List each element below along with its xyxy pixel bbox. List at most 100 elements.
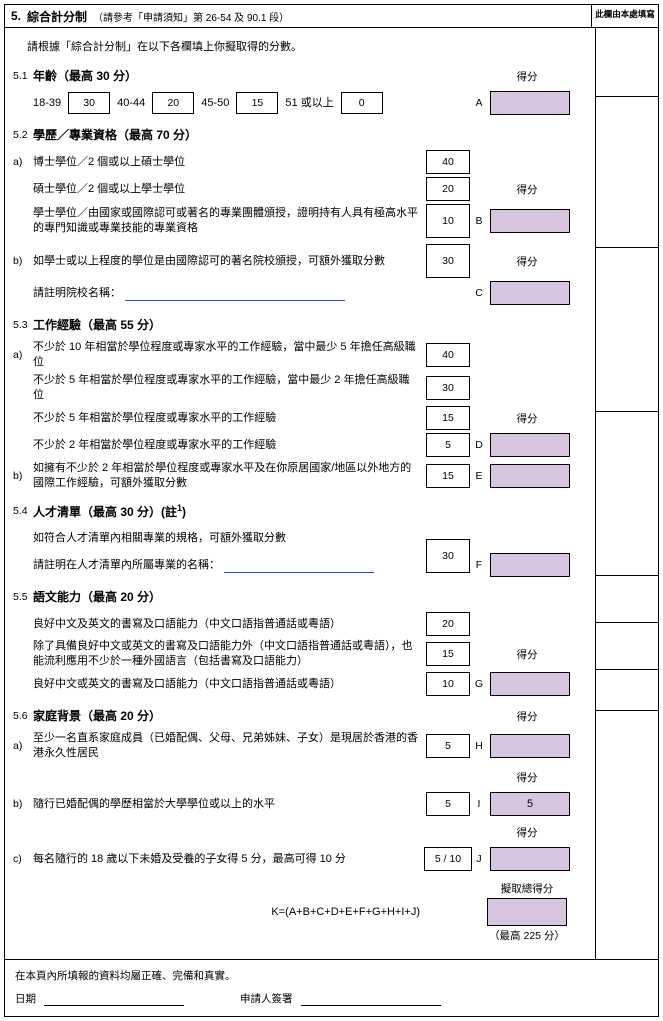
signature-label: 申請人簽署 <box>240 991 293 1006</box>
criteria-text: 良好中文或英文的書寫及口語能力（中文口語指普通話或粵語） <box>33 677 424 692</box>
subsection-num: 5.1 <box>13 70 33 82</box>
institution-label: 請註明院校名稱： <box>33 286 121 301</box>
subsection-num: 5.5 <box>13 591 33 603</box>
criteria-text: 至少一名直系家庭成員（已婚配偶、父母、兄弟姊妹、子女）是現居於香港的香港永久性居… <box>33 731 424 761</box>
points-box: 15 <box>426 464 470 488</box>
score-header: 得分 <box>517 647 538 662</box>
points-box: 20 <box>426 612 470 636</box>
score-input-g[interactable] <box>490 672 570 696</box>
points-box: 15 <box>426 642 470 666</box>
points-box: 40 <box>426 343 470 367</box>
score-letter: B <box>472 215 486 227</box>
points-box: 30 <box>426 376 470 400</box>
sub-letter: a) <box>13 740 33 752</box>
criteria-text: 博士學位／2 個或以上碩士學位 <box>33 155 424 170</box>
criteria-text: 不少於 5 年相當於學位程度或專家水平的工作經驗，當中最少 2 年擔任高級職位 <box>33 373 424 403</box>
points-box: 15 <box>426 406 470 430</box>
sub-letter: a) <box>13 156 33 168</box>
age-range-label: 18-39 <box>33 96 61 111</box>
criteria-text: 不少於 2 年相當於學位程度或專家水平的工作經驗 <box>33 438 424 453</box>
sub-letter: b) <box>13 255 33 267</box>
criteria-text: 不少於 10 年相當於學位程度或專家水平的工作經驗，當中最少 5 年擔任高級職位 <box>33 340 424 370</box>
date-label: 日期 <box>15 991 36 1006</box>
score-header: 得分 <box>517 825 538 840</box>
subsection-title: 工作經驗（最高 55 分） <box>33 318 161 332</box>
subsection-title: 語文能力（最高 20 分） <box>33 590 161 604</box>
date-input[interactable] <box>44 991 184 1006</box>
points-box: 5 <box>426 734 470 758</box>
score-letter: J <box>472 853 486 865</box>
sub-letter: b) <box>13 798 33 810</box>
score-header: 得分 <box>517 254 538 269</box>
subsection-num: 5.6 <box>13 710 33 722</box>
age-range-label: 45-50 <box>201 96 229 111</box>
subsection-num: 5.2 <box>13 129 33 141</box>
subsection-num: 5.4 <box>13 505 33 517</box>
score-input-d[interactable] <box>490 433 570 457</box>
max-score-note: （最高 225 分） <box>489 928 565 943</box>
score-header: 得分 <box>517 709 538 724</box>
points-box: 10 <box>426 672 470 696</box>
score-letter: C <box>472 287 486 299</box>
criteria-text: 不少於 5 年相當於學位程度或專家水平的工作經驗 <box>33 411 424 426</box>
score-input-j[interactable] <box>490 847 570 871</box>
score-letter: E <box>472 470 486 482</box>
talent-list-input[interactable] <box>224 558 374 573</box>
points-box: 5 <box>426 433 470 457</box>
points-box: 20 <box>426 177 470 201</box>
score-input-h[interactable] <box>490 734 570 758</box>
criteria-text: 隨行已婚配偶的學歷相當於大學學位或以上的水平 <box>33 797 424 812</box>
subsection-title: 學歷／專業資格（最高 70 分） <box>33 128 197 142</box>
criteria-text: 學士學位／由國家或國際認可或著名的專業團體頒授，證明持有人具有極高水平的專門知識… <box>33 206 424 236</box>
score-letter: F <box>472 559 486 571</box>
sub-letter: b) <box>13 470 33 482</box>
points-box: 10 <box>426 204 470 238</box>
score-letter: G <box>472 678 486 690</box>
score-input-c[interactable] <box>490 281 570 305</box>
score-input-total[interactable] <box>487 898 567 926</box>
total-label: 擬取總得分 <box>501 881 554 896</box>
criteria-text: 每名隨行的 18 歲以下未婚及受養的子女得 5 分，最高可得 10 分 <box>33 852 424 867</box>
score-header: 得分 <box>517 69 538 84</box>
age-range-label: 51 或以上 <box>285 96 333 111</box>
sub-letter: c) <box>13 853 33 865</box>
score-input-e[interactable] <box>490 464 570 488</box>
criteria-text: 如學士或以上程度的學位是由國際認可的著名院校頒授，可額外獲取分數 <box>33 254 424 269</box>
criteria-text: 如擁有不少於 2 年相當於學位程度或專家水平及在你原居國家/地區以外地方的國際工… <box>33 461 424 491</box>
score-letter: D <box>472 439 486 451</box>
total-formula: K=(A+B+C+D+E+F+G+H+I+J) <box>271 906 420 918</box>
points-box: 5 / 10 <box>424 847 472 871</box>
criteria-text: 如符合人才清單內相關專業的規格，可額外獲取分數 <box>33 531 424 546</box>
score-letter: I <box>472 798 486 810</box>
criteria-text: 碩士學位／2 個或以上學士學位 <box>33 182 424 197</box>
age-points-box: 15 <box>236 92 278 114</box>
score-header: 得分 <box>517 182 538 197</box>
age-points-box: 20 <box>152 92 194 114</box>
section-note: （請參考「申請須知」第 26-54 及 90.1 段） <box>93 9 289 24</box>
subsection-title: 年齡（最高 30 分） <box>33 69 137 83</box>
age-range-label: 40-44 <box>117 96 145 111</box>
age-points-box: 0 <box>341 92 383 114</box>
points-box: 30 <box>426 539 470 573</box>
declaration-text: 在本頁內所填報的資料均屬正確、完備和真實。 <box>15 968 648 983</box>
instruction-text: 請根據「綜合計分制」在以下各欄填上你擬取得的分數。 <box>27 38 582 54</box>
score-input-i[interactable]: 5 <box>490 792 570 816</box>
score-letter: H <box>472 740 486 752</box>
points-box: 40 <box>426 150 470 174</box>
institution-input[interactable] <box>125 286 345 301</box>
score-header: 得分 <box>517 770 538 785</box>
office-use-column <box>595 28 658 959</box>
talent-list-label: 請註明在人才清單內所屬專業的名稱： <box>33 558 220 573</box>
signature-input[interactable] <box>301 991 441 1006</box>
score-input-b[interactable] <box>490 209 570 233</box>
section-title: 綜合計分制 <box>27 8 87 25</box>
score-letter: A <box>472 97 486 109</box>
score-input-a[interactable] <box>490 91 570 115</box>
criteria-text: 良好中文及英文的書寫及口語能力（中文口語指普通話或粵語） <box>33 617 424 632</box>
criteria-text: 除了具備良好中文或英文的書寫及口語能力外（中文口語指普通話或粵語），也能流利應用… <box>33 639 424 669</box>
subsection-num: 5.3 <box>13 319 33 331</box>
sub-letter: a) <box>13 349 33 361</box>
subsection-title: 人才清單（最高 30 分）(註1) <box>33 505 186 519</box>
points-box: 5 <box>426 792 470 816</box>
score-input-f[interactable] <box>490 553 570 577</box>
